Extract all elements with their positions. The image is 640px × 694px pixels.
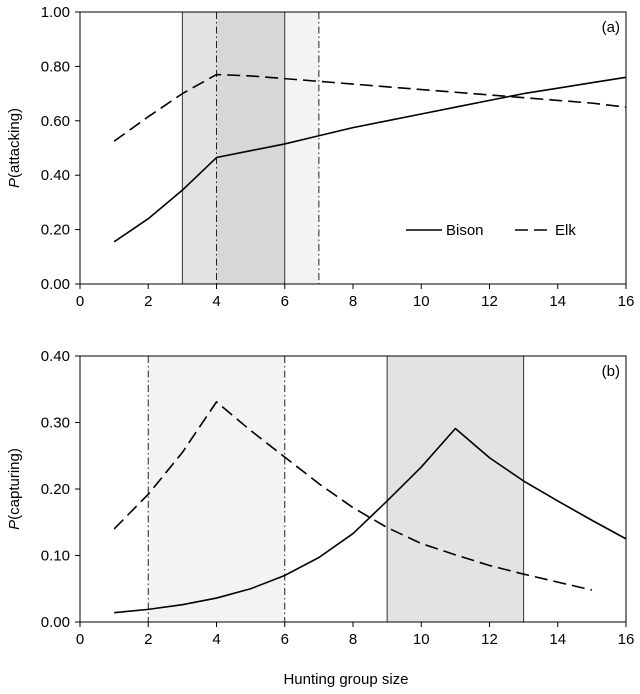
y-tick-label: 1.00	[41, 4, 70, 21]
panel-label: (a)	[602, 19, 620, 36]
shaded-region-2	[387, 356, 524, 622]
y-tick-label: 0.00	[41, 614, 70, 631]
y-tick-label: 0.30	[41, 415, 70, 432]
x-tick-label: 16	[618, 293, 635, 310]
y-axis-title: P(capturing)	[6, 448, 23, 530]
series-line-bison	[114, 427, 627, 614]
x-tick-label: 0	[76, 631, 84, 648]
x-tick-label: 2	[144, 293, 152, 310]
x-tick-label: 0	[76, 293, 84, 310]
x-tick-label: 12	[481, 631, 498, 648]
x-tick-label: 10	[413, 293, 430, 310]
y-tick-label: 0.10	[41, 548, 70, 565]
x-tick-label: 2	[144, 631, 152, 648]
y-tick-label: 0.00	[41, 276, 70, 293]
shaded-region-1	[148, 356, 285, 622]
panel-label: (b)	[602, 363, 620, 380]
panel-attacking: 0.000.200.400.600.801.000 2 4 6 8 10 12 14 16P(a…	[6, 4, 634, 310]
x-tick-label: 10	[413, 631, 430, 648]
x-tick-label: 14	[549, 631, 566, 648]
y-axis-title-italic: P	[6, 178, 23, 188]
y-tick-label: 0.60	[41, 113, 70, 130]
series-line-elk	[113, 73, 627, 142]
y-tick-label: 0.80	[41, 58, 70, 75]
y-tick-label: 0.40	[41, 348, 70, 365]
x-tick-label: 8	[349, 631, 357, 648]
plot-frame	[79, 11, 627, 285]
x-tick-label: 14	[549, 293, 566, 310]
y-axis-title-italic: P	[6, 520, 23, 530]
x-tick-label: 12	[481, 293, 498, 310]
y-tick-label: 0.20	[41, 222, 70, 239]
x-axis-title: Hunting group size	[283, 671, 408, 688]
y-axis-title: P(attacking)	[6, 108, 23, 188]
series-line-bison	[113, 76, 627, 243]
y-axis-title-rest: (attacking)	[6, 108, 23, 178]
y-tick-label: 0.40	[41, 167, 70, 184]
x-tick-label: 6	[281, 631, 289, 648]
legend-label-bison: Bison	[446, 222, 484, 239]
y-axis-title-rest: (capturing)	[6, 448, 23, 520]
x-tick-label: 4	[212, 631, 220, 648]
series-line-elk	[113, 401, 593, 591]
legend-label-elk: Elk	[555, 222, 576, 239]
panel-capturing: 0.00 0.10 0.20 0.30 0.40 0 2 4 6 8 10 12 14 16 P(captu…	[6, 348, 634, 648]
x-tick-label: 8	[349, 293, 357, 310]
x-tick-label: 6	[281, 293, 289, 310]
y-tick-label: 0.20	[41, 481, 70, 498]
shaded-overlap	[216, 12, 285, 284]
x-tick-label: 16	[618, 631, 635, 648]
x-tick-label: 4	[212, 293, 220, 310]
